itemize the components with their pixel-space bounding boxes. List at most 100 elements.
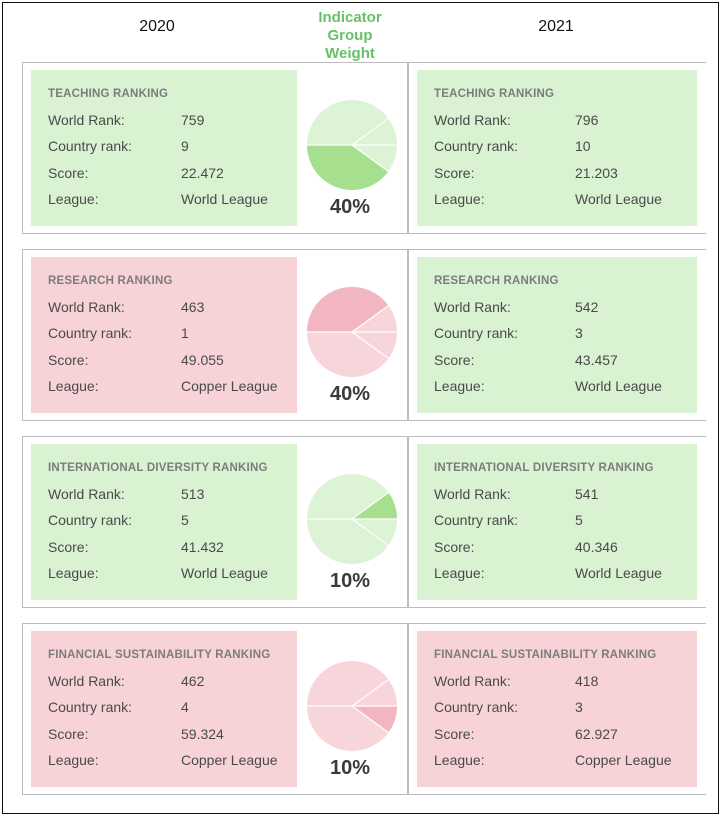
pie-divider — [351, 705, 389, 733]
pie-divider — [351, 118, 389, 146]
score-row: Score: 62.927 — [434, 726, 697, 752]
weight-pie-chart — [307, 661, 397, 751]
weight-percent: 10% — [329, 570, 371, 592]
score-value: 59.324 — [181, 725, 224, 742]
score-row: Score: 22.472 — [48, 165, 297, 191]
ranking-card-y2021: INTERNATIONAL DIVERSITY RANKING World Ran… — [417, 444, 697, 600]
world-rank-label: World Rank: — [434, 486, 511, 502]
league-row: League: Copper League — [48, 378, 297, 404]
score-label: Score: — [434, 538, 475, 555]
score-value: 62.927 — [575, 725, 618, 742]
score-label: Score: — [434, 351, 475, 368]
world-rank-row: World Rank: 541 — [434, 486, 697, 512]
world-rank-row: World Rank: 462 — [48, 673, 297, 699]
league-value: Copper League — [181, 751, 278, 768]
country-rank-value: 1 — [181, 325, 189, 342]
score-label: Score: — [48, 164, 89, 181]
world-rank-row: World Rank: 759 — [48, 112, 297, 138]
weight-pie-chart — [307, 286, 397, 377]
league-value: World League — [575, 564, 662, 581]
box-2021 — [408, 62, 706, 234]
country-rank-value: 3 — [575, 325, 583, 342]
box-2020 — [22, 623, 408, 795]
league-row: League: Copper League — [48, 752, 297, 778]
score-value: 22.472 — [181, 164, 224, 181]
country-rank-value: 5 — [575, 512, 583, 529]
world-rank-value: 462 — [181, 673, 205, 689]
score-row: Score: 43.457 — [434, 352, 697, 378]
card-title: RESEARCH RANKING — [48, 275, 173, 287]
section-research-ranking: RESEARCH RANKING World Rank: 463 Country ra… — [0, 249, 723, 421]
pie-divider — [351, 305, 389, 333]
score-value: 49.055 — [181, 351, 224, 368]
league-row: League: World League — [434, 565, 697, 591]
league-row: League: World League — [48, 565, 297, 591]
world-rank-value: 463 — [181, 299, 205, 315]
country-rank-label: Country rank: — [48, 699, 133, 716]
box-2020 — [22, 436, 408, 608]
score-label: Score: — [48, 351, 89, 368]
world-rank-label: World Rank: — [434, 299, 511, 315]
country-rank-value: 9 — [181, 138, 189, 155]
card-title: FINANCIAL SUSTAINABILITY RANKING — [48, 649, 271, 661]
league-row: League: World League — [434, 191, 697, 217]
league-row: League: World League — [434, 378, 697, 404]
country-rank-row: Country rank: 3 — [434, 699, 697, 725]
league-label: League: — [48, 751, 99, 768]
ranking-card-y2020: RESEARCH RANKING World Rank: 463 Country ra… — [31, 257, 297, 413]
score-label: Score: — [434, 725, 475, 742]
country-rank-label: Country rank: — [434, 325, 519, 342]
box-2020 — [22, 62, 408, 234]
score-value: 43.457 — [575, 351, 618, 368]
year-2020-heading: 2020 — [139, 18, 175, 35]
section-teaching-ranking: TEACHING RANKING World Rank: 759 Country ra… — [0, 62, 723, 234]
indicator-group-weight-heading: Indicator Group Weight — [300, 9, 400, 63]
country-rank-value: 5 — [181, 512, 189, 529]
weight-pie-chart — [307, 474, 397, 564]
country-rank-value: 4 — [181, 699, 189, 716]
indicator-line-3: Weight — [325, 45, 375, 62]
box-2020 — [22, 249, 408, 421]
league-value: World League — [181, 190, 268, 207]
country-rank-label: Country rank: — [434, 699, 519, 716]
country-rank-value: 10 — [575, 138, 591, 155]
world-rank-label: World Rank: — [48, 486, 125, 502]
section-international-diversity-ranking: INTERNATIONAL DIVERSITY RANKING World Ran… — [0, 436, 723, 608]
country-rank-row: Country rank: 3 — [434, 325, 697, 351]
pie-divider — [351, 331, 389, 359]
card-title: FINANCIAL SUSTAINABILITY RANKING — [434, 649, 657, 661]
card-title: RESEARCH RANKING — [434, 275, 559, 287]
country-rank-row: Country rank: 9 — [48, 138, 297, 164]
ranking-card-y2020: FINANCIAL SUSTAINABILITY RANKING World Ra… — [31, 631, 297, 787]
country-rank-row: Country rank: 5 — [48, 512, 297, 538]
indicator-line-2: Group — [327, 27, 373, 44]
score-row: Score: 21.203 — [434, 165, 697, 191]
world-rank-row: World Rank: 542 — [434, 299, 697, 325]
weight-percent: 40% — [329, 196, 371, 218]
score-row: Score: 41.432 — [48, 539, 297, 565]
ranking-card-y2021: FINANCIAL SUSTAINABILITY RANKING World Ra… — [417, 631, 697, 787]
pie-highlight-slice — [352, 706, 397, 733]
ranking-card-y2020: INTERNATIONAL DIVERSITY RANKING World Ran… — [31, 444, 297, 600]
card-title: INTERNATIONAL DIVERSITY RANKING — [434, 462, 654, 474]
score-row: Score: 49.055 — [48, 352, 297, 378]
score-value: 40.346 — [575, 538, 618, 555]
box-2021 — [408, 436, 706, 608]
world-rank-value: 513 — [181, 486, 205, 502]
score-value: 21.203 — [575, 164, 618, 181]
league-label: League: — [434, 564, 485, 581]
weight-percent: 40% — [329, 383, 371, 405]
league-label: League: — [434, 751, 485, 768]
world-rank-row: World Rank: 513 — [48, 486, 297, 512]
world-rank-row: World Rank: 796 — [434, 112, 697, 138]
score-row: Score: 59.324 — [48, 726, 297, 752]
world-rank-value: 542 — [575, 299, 599, 315]
world-rank-label: World Rank: — [434, 673, 511, 689]
score-label: Score: — [48, 725, 89, 742]
world-rank-label: World Rank: — [48, 673, 125, 689]
ranking-card-y2021: TEACHING RANKING World Rank: 796 Country ra… — [417, 70, 697, 226]
world-rank-value: 796 — [575, 112, 599, 128]
world-rank-label: World Rank: — [48, 112, 125, 128]
league-label: League: — [434, 377, 485, 394]
pie-highlight-slice — [307, 145, 389, 191]
